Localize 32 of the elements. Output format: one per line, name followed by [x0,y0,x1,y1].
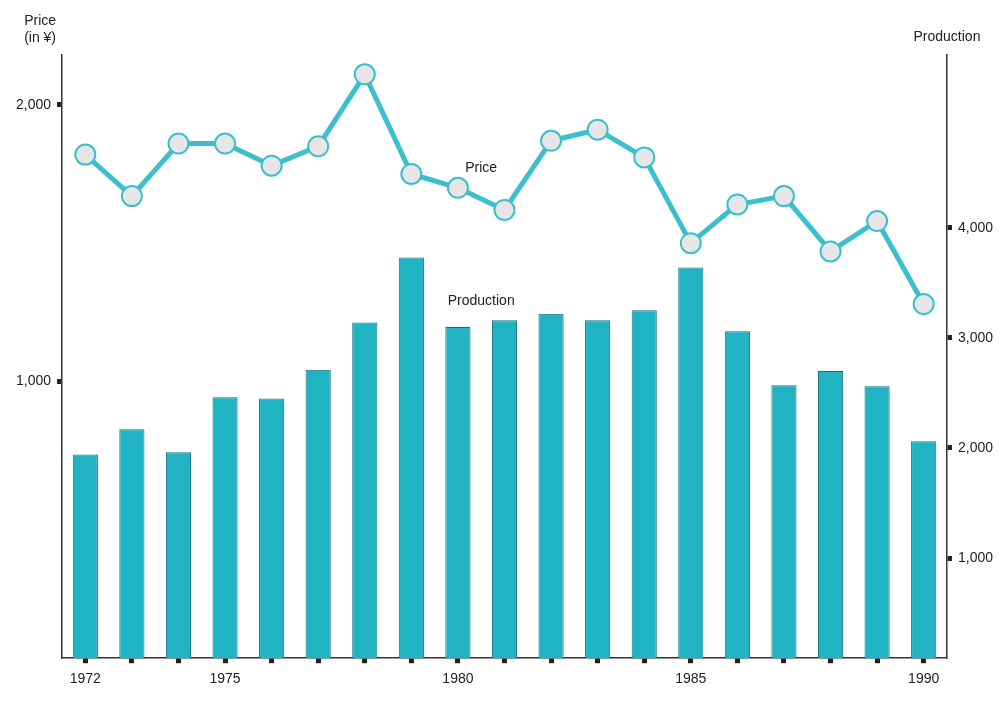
point [493,198,516,221]
point [866,210,889,233]
point [167,132,190,155]
series-label: Price [465,158,498,175]
point [214,132,237,155]
point [353,63,376,86]
point [726,193,749,216]
point [446,176,469,199]
y2-tick-label: 3,000 [957,328,994,345]
x-tick-label: 1972 [69,670,102,687]
point [679,232,702,255]
y-axis-title: Price (in ¥) [24,11,57,45]
y2-axis-title: Production [913,27,981,44]
point [819,240,842,263]
point [400,162,423,185]
series-label: Production [447,292,515,309]
point [120,185,143,208]
y2-tick-label: 4,000 [957,218,994,235]
x-tick-label: 1980 [442,670,474,687]
x-tick-label: 1990 [908,670,940,687]
point [307,135,330,158]
point [74,143,97,166]
y2-tick-label: 2,000 [957,438,994,455]
point [586,118,609,141]
x-tick-label: 1985 [675,670,707,687]
point [912,293,935,316]
point [260,154,283,177]
point [540,129,563,152]
point [633,146,656,169]
point [772,185,795,208]
y2-tick-label: 1,000 [957,548,994,565]
x-tick-label: 1975 [209,670,241,687]
